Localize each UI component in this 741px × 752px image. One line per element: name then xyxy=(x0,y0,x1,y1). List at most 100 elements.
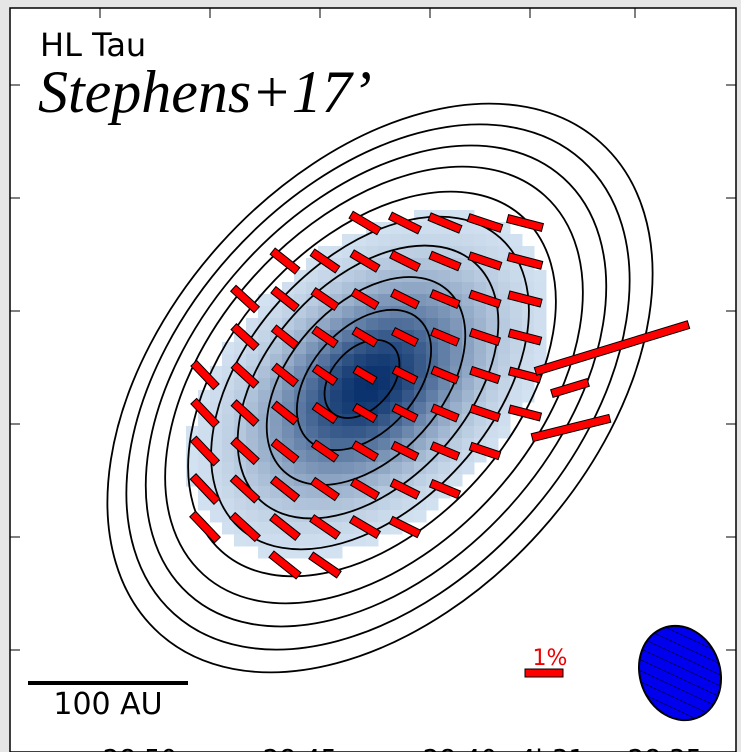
pixel xyxy=(534,318,547,331)
pixel xyxy=(426,306,439,319)
pixel xyxy=(462,234,475,247)
pixel xyxy=(294,402,307,415)
pixel xyxy=(366,318,379,331)
pixel xyxy=(342,486,355,499)
pixel xyxy=(222,354,235,367)
pixel xyxy=(474,306,487,319)
pixel xyxy=(342,462,355,475)
pixel xyxy=(390,426,403,439)
pixel xyxy=(330,438,343,451)
pixel xyxy=(234,534,247,547)
pixel xyxy=(354,270,367,283)
pixel xyxy=(534,306,547,319)
pixel xyxy=(414,282,427,295)
reference-label: Stephens+17’ xyxy=(38,59,372,125)
pixel xyxy=(450,390,463,403)
pixel xyxy=(294,354,307,367)
pixel xyxy=(510,306,523,319)
pixel xyxy=(294,318,307,331)
pixel xyxy=(510,270,523,283)
pixel xyxy=(414,498,427,511)
pixel xyxy=(330,282,343,295)
pixel xyxy=(210,510,223,523)
vector-scale-bar xyxy=(525,669,563,677)
pixel xyxy=(282,318,295,331)
pixel xyxy=(366,390,379,403)
pixel xyxy=(366,474,379,487)
pixel xyxy=(366,270,379,283)
pixel xyxy=(342,306,355,319)
pixel xyxy=(306,426,319,439)
pixel xyxy=(342,330,355,343)
pixel xyxy=(426,426,439,439)
pixel xyxy=(438,318,451,331)
pixel xyxy=(402,318,415,331)
pixel xyxy=(414,462,427,475)
pixel xyxy=(294,462,307,475)
pixel xyxy=(522,354,535,367)
pixel xyxy=(330,354,343,367)
pixel xyxy=(498,234,511,247)
pixel xyxy=(234,498,247,511)
pixel xyxy=(306,378,319,391)
pixel xyxy=(426,378,439,391)
pixel xyxy=(378,258,391,271)
pixel xyxy=(498,282,511,295)
pixel xyxy=(318,354,331,367)
pixel xyxy=(306,534,319,547)
pixel xyxy=(222,522,235,535)
pixel xyxy=(246,390,259,403)
pixel xyxy=(330,426,343,439)
pixel xyxy=(306,270,319,283)
pixel xyxy=(510,318,523,331)
pixel xyxy=(462,222,475,235)
pixel xyxy=(426,342,439,355)
pixel xyxy=(294,390,307,403)
pixel xyxy=(270,426,283,439)
pixel xyxy=(282,462,295,475)
pixel xyxy=(462,390,475,403)
pixel xyxy=(486,318,499,331)
pixel xyxy=(282,390,295,403)
pixel xyxy=(258,330,271,343)
pixel xyxy=(306,450,319,463)
pixel xyxy=(318,534,331,547)
pixel xyxy=(474,342,487,355)
pixel xyxy=(438,306,451,319)
pixel xyxy=(378,414,391,427)
pixel xyxy=(402,462,415,475)
scale-bar-label: 100 AU xyxy=(53,687,162,722)
pixel xyxy=(498,342,511,355)
pixel xyxy=(318,270,331,283)
pixel xyxy=(234,426,247,439)
pixel xyxy=(426,390,439,403)
pixel xyxy=(414,234,427,247)
pixel xyxy=(378,510,391,523)
pixel xyxy=(378,318,391,331)
pixel xyxy=(426,234,439,247)
pixel xyxy=(414,210,427,223)
pixel xyxy=(366,510,379,523)
pixel xyxy=(402,426,415,439)
pixel xyxy=(462,378,475,391)
x-tick-label: 28.45 xyxy=(263,745,337,752)
pixel xyxy=(246,462,259,475)
pixel xyxy=(450,474,463,487)
pixel xyxy=(246,426,259,439)
pixel xyxy=(414,270,427,283)
pixel xyxy=(474,426,487,439)
pixel xyxy=(438,462,451,475)
pixel xyxy=(474,270,487,283)
pixel xyxy=(318,462,331,475)
pixel xyxy=(402,354,415,367)
pixel xyxy=(414,510,427,523)
pixel xyxy=(438,426,451,439)
pixel xyxy=(378,294,391,307)
pixel xyxy=(462,462,475,475)
pixel xyxy=(330,390,343,403)
pixel xyxy=(198,462,211,475)
pixel xyxy=(222,486,235,499)
pixel xyxy=(270,414,283,427)
pixel xyxy=(258,366,271,379)
pixel xyxy=(510,390,523,403)
